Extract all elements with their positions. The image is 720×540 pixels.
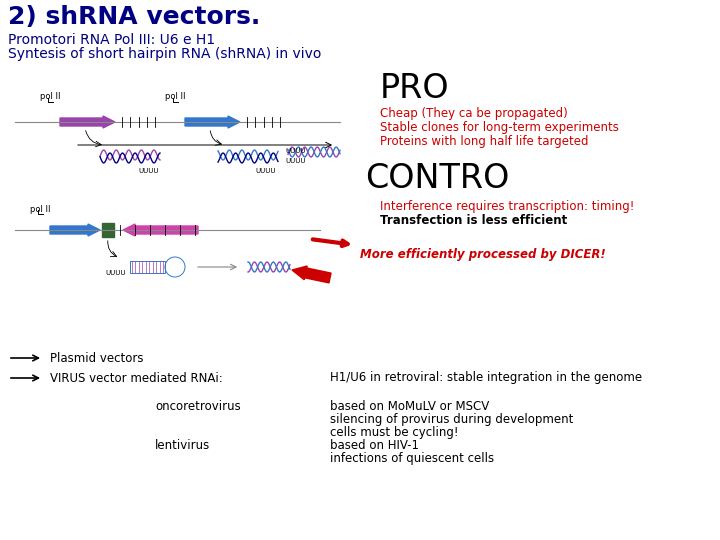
Bar: [102, 223, 114, 237]
Text: UUUU: UUUU: [285, 158, 305, 164]
Text: UUUU: UUUU: [138, 168, 158, 174]
Text: UUUU: UUUU: [255, 168, 276, 174]
Text: Promotori RNA Pol III: U6 e H1: Promotori RNA Pol III: U6 e H1: [8, 33, 215, 47]
Text: Syntesis of short hairpin RNA (shRNA) in vivo: Syntesis of short hairpin RNA (shRNA) in…: [8, 47, 321, 61]
FancyArrow shape: [123, 224, 198, 236]
Text: H1/U6 in retroviral: stable integration in the genome: H1/U6 in retroviral: stable integration …: [330, 372, 642, 384]
Text: Stable clones for long-term experiments: Stable clones for long-term experiments: [380, 121, 619, 134]
Text: Cheap (They ca be propagated): Cheap (They ca be propagated): [380, 107, 568, 120]
Text: pol II: pol II: [30, 205, 50, 214]
Text: Transfection is less efficient: Transfection is less efficient: [380, 214, 567, 227]
Text: cells must be cycling!: cells must be cycling!: [330, 426, 459, 439]
Text: infections of quiescent cells: infections of quiescent cells: [330, 452, 494, 465]
FancyArrow shape: [185, 116, 240, 128]
Text: Plasmid vectors: Plasmid vectors: [50, 352, 143, 365]
Text: CONTRO: CONTRO: [365, 162, 509, 195]
Text: based on HIV-1: based on HIV-1: [330, 439, 419, 452]
Text: UUUU: UUUU: [105, 270, 125, 276]
Text: VIRUS vector mediated RNAi:: VIRUS vector mediated RNAi:: [50, 372, 222, 384]
Text: pol II: pol II: [40, 92, 60, 101]
FancyArrow shape: [60, 116, 115, 128]
Bar: [130, 261, 165, 273]
Text: lentivirus: lentivirus: [155, 439, 210, 452]
Text: Proteins with long half life targeted: Proteins with long half life targeted: [380, 135, 588, 148]
Text: based on MoMuLV or MSCV: based on MoMuLV or MSCV: [330, 400, 490, 413]
Text: More efficiently processed by DICER!: More efficiently processed by DICER!: [360, 248, 606, 261]
Text: 2) shRNA vectors.: 2) shRNA vectors.: [8, 5, 260, 29]
Text: Interference requires transcription: timing!: Interference requires transcription: tim…: [380, 200, 634, 213]
Text: UUUU: UUUU: [285, 148, 305, 154]
Text: silencing of provirus during development: silencing of provirus during development: [330, 413, 573, 426]
FancyArrow shape: [292, 266, 331, 283]
Text: pol II: pol II: [165, 92, 186, 101]
FancyArrow shape: [50, 224, 100, 236]
Text: oncoretrovirus: oncoretrovirus: [155, 400, 240, 413]
Text: PRO: PRO: [380, 72, 449, 105]
